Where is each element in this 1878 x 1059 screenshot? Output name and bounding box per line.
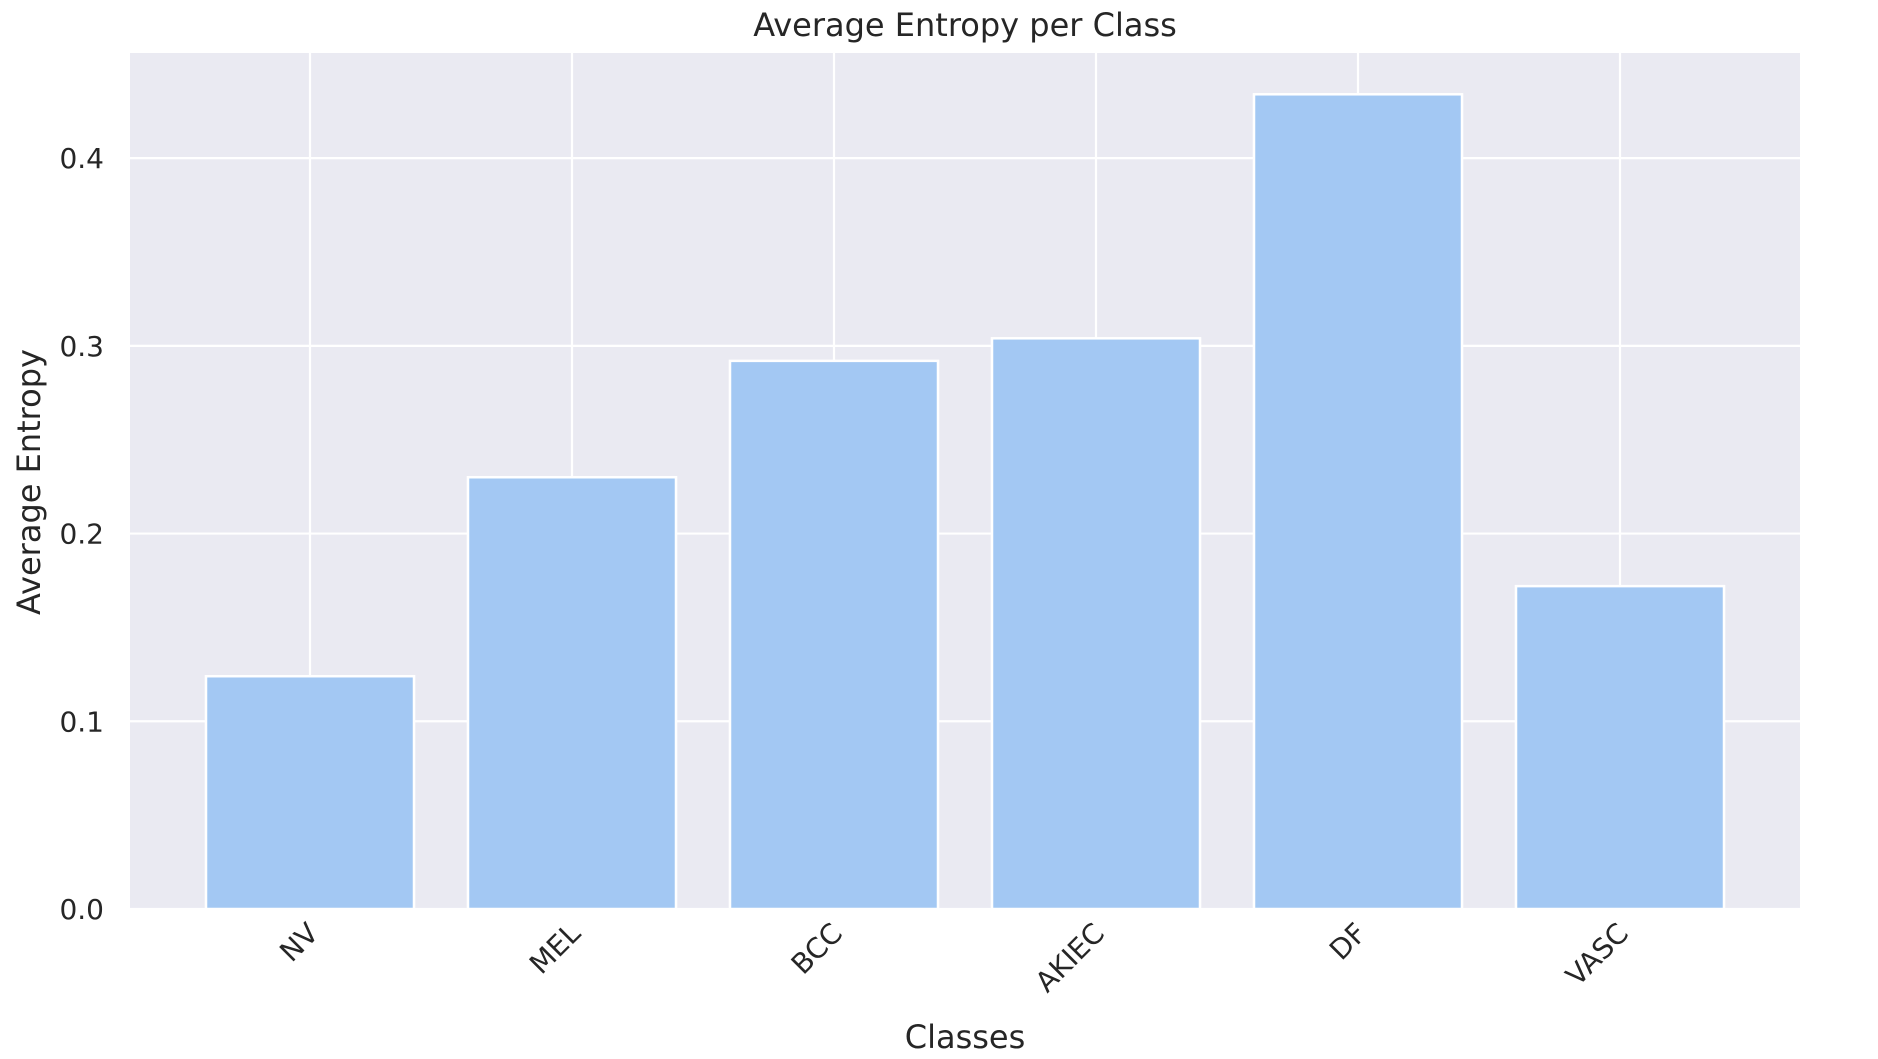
- bar-vasc: [1514, 584, 1726, 911]
- bar-nv: [204, 674, 416, 911]
- y-tick-label: 0.4: [59, 142, 104, 175]
- bar-bcc: [728, 359, 940, 911]
- x-tick-label-mel: MEL: [523, 916, 587, 980]
- y-tick-labels: 0.0 0.1 0.2 0.3 0.4: [59, 142, 104, 926]
- bar-akiec: [990, 337, 1202, 911]
- x-axis-label: Classes: [905, 1018, 1026, 1056]
- x-tick-label-akiec: AKIEC: [1029, 917, 1111, 999]
- y-tick-label: 0.0: [59, 893, 104, 926]
- y-tick-label: 0.2: [59, 518, 104, 551]
- chart-title: Average Entropy per Class: [753, 6, 1177, 44]
- bar-df: [1252, 93, 1464, 911]
- y-axis-label: Average Entropy: [10, 349, 48, 615]
- bar-mel: [466, 475, 678, 911]
- y-tick-label: 0.3: [59, 330, 104, 363]
- x-tick-labels: NV MEL BCC AKIEC DF VASC: [273, 916, 1635, 998]
- x-tick-label-vasc: VASC: [1559, 917, 1635, 993]
- x-tick-label-bcc: BCC: [785, 917, 849, 981]
- x-tick-label-nv: NV: [273, 917, 325, 969]
- x-tick-label-df: DF: [1323, 917, 1373, 967]
- y-tick-label: 0.1: [59, 705, 104, 738]
- bar-layer: [204, 93, 1726, 911]
